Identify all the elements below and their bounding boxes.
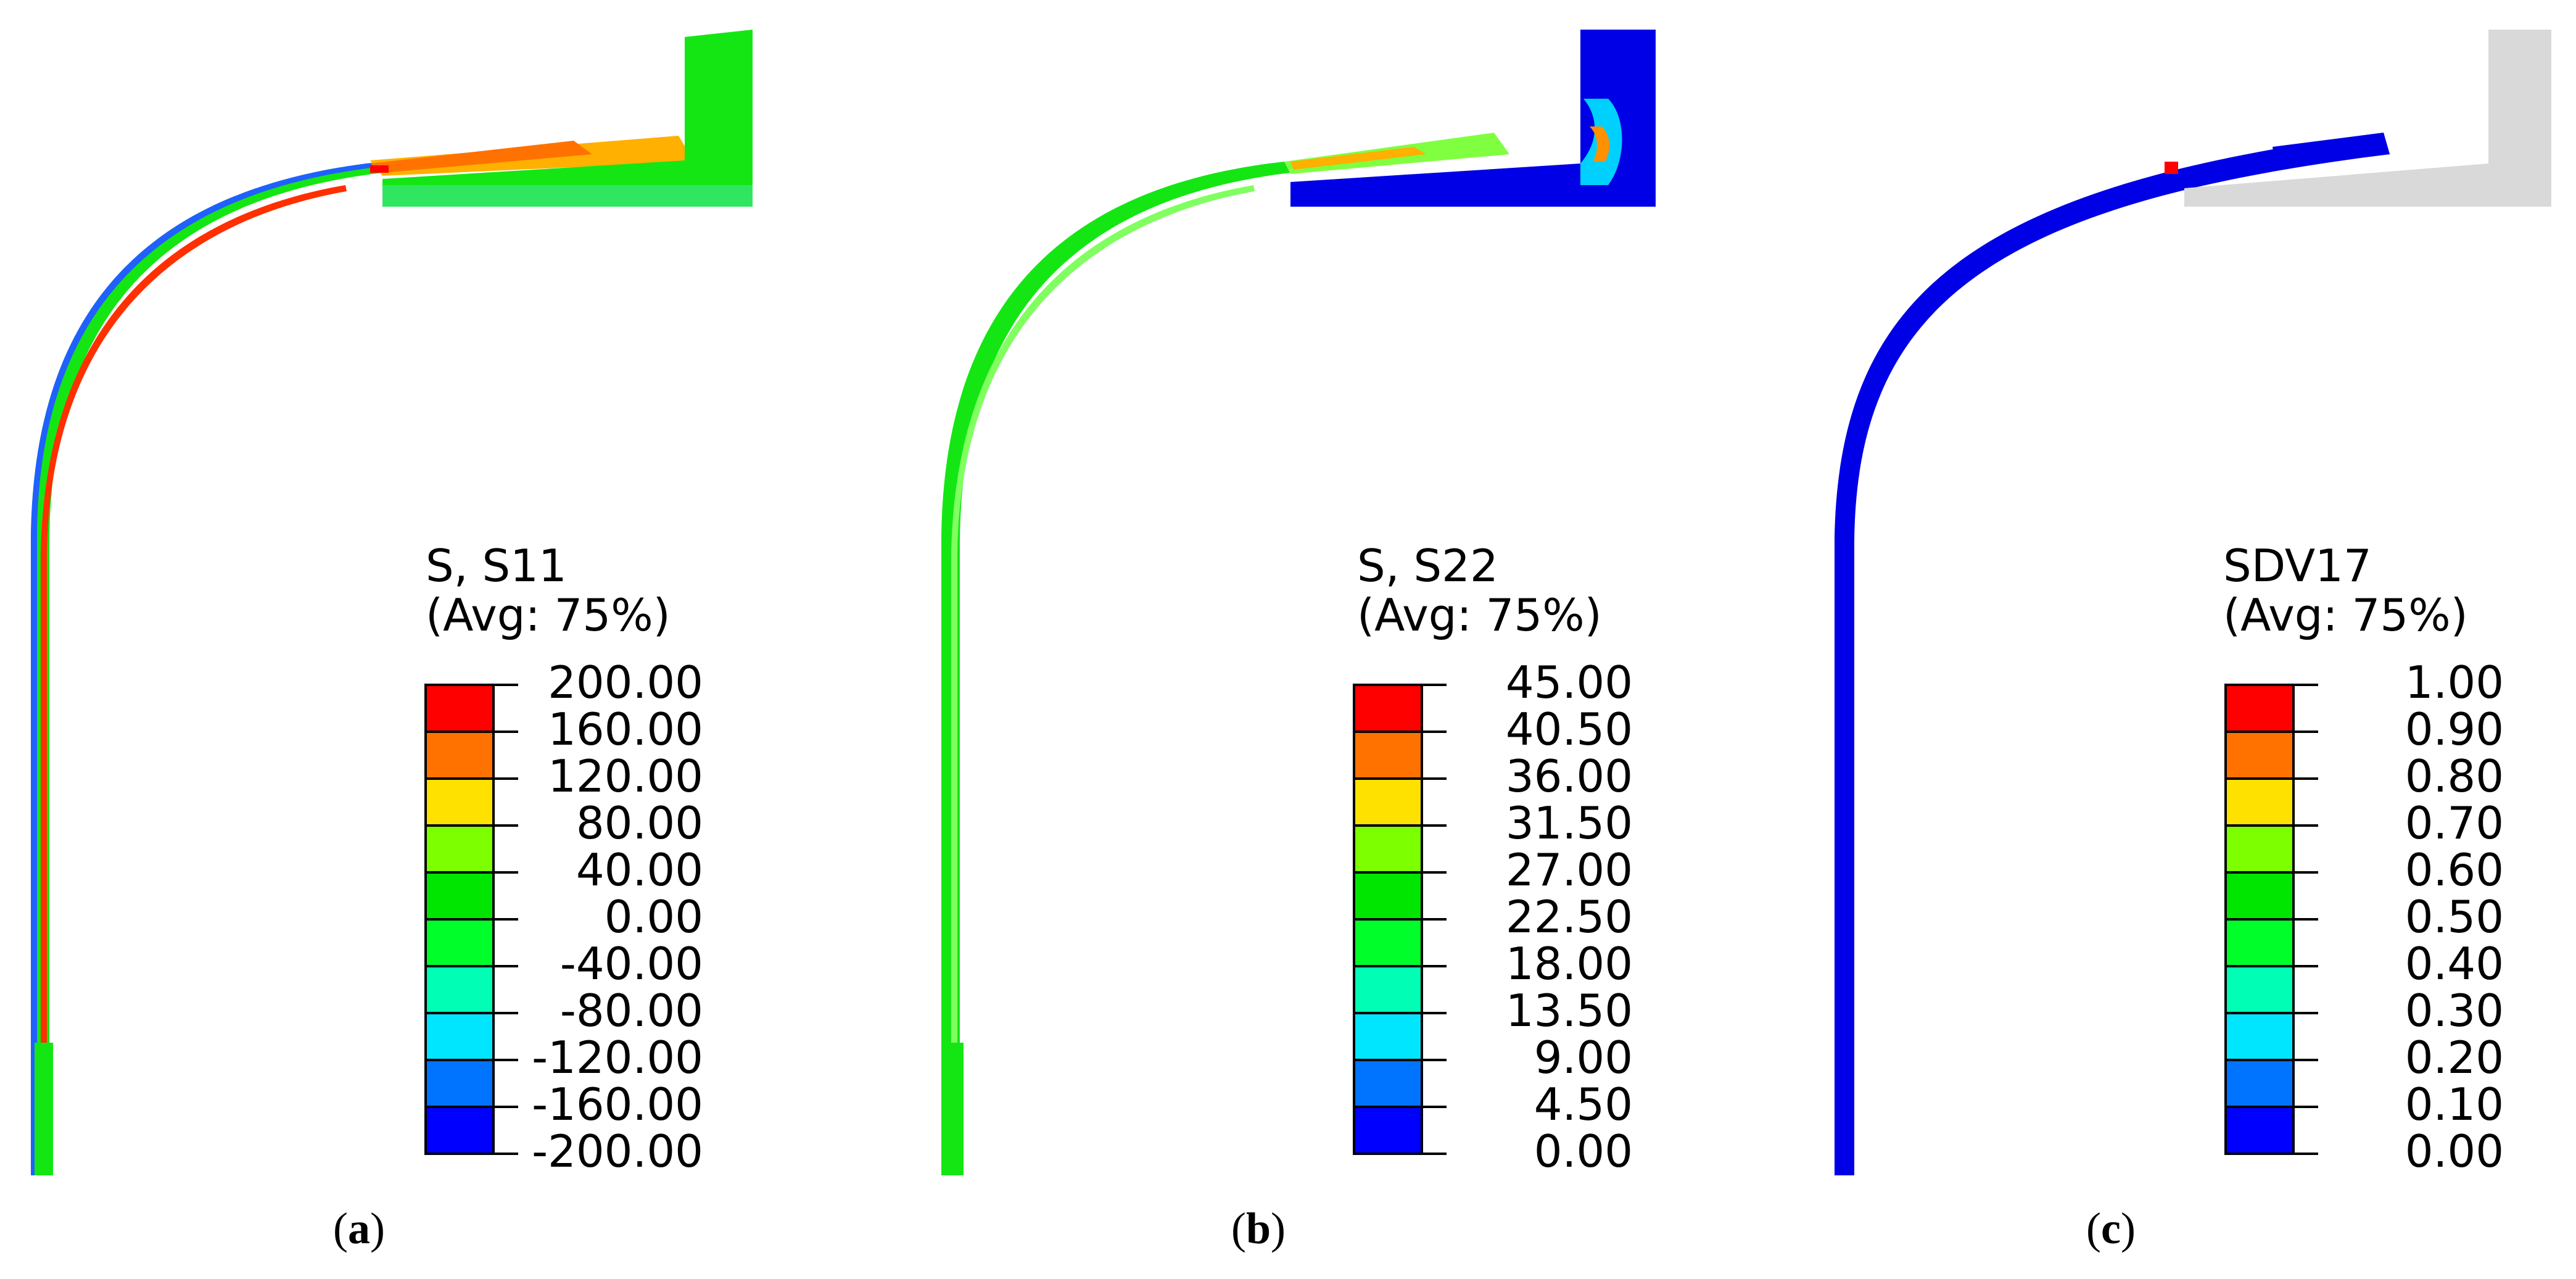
legend-swatch (424, 1012, 495, 1061)
legend-tick-label: 0.50 (2405, 891, 2504, 943)
legend-tick-label: 22.50 (1505, 891, 1633, 943)
base-stub (35, 1043, 53, 1175)
legend-tick-label: 0.70 (2405, 797, 2504, 849)
legend-swatch (1353, 1106, 1423, 1155)
legend-tick-label: 9.00 (1534, 1032, 1633, 1083)
legend-tick-label: 40.00 (576, 844, 703, 896)
legend-title-a: S, S11 (426, 540, 567, 592)
caption-a: (a) (333, 1204, 385, 1253)
legend-subtitle-c: (Avg: 75%) (2223, 589, 2468, 641)
contour-plot-b (941, 30, 1656, 1175)
legend-tick-label: 0.90 (2405, 703, 2504, 755)
legend-tick-label: -40.00 (559, 938, 703, 990)
legend-tick-label: 160.00 (548, 703, 703, 755)
contour-plot-a (31, 30, 753, 1175)
legend-tick-label: -200.00 (532, 1125, 703, 1177)
legend-swatch (1353, 824, 1423, 874)
legend-subtitle-b: (Avg: 75%) (1357, 589, 1602, 641)
die-block (2184, 30, 2551, 207)
die-lower (382, 185, 753, 207)
legend-tick-label: 18.00 (1505, 938, 1633, 990)
legend-swatch (2224, 731, 2295, 780)
legend-swatch (1353, 965, 1423, 1014)
legend-swatch (2224, 871, 2295, 921)
legend-tick-label: 40.50 (1505, 703, 1633, 755)
panel-c: SDV17 (Avg: 75%) 1.00 0.90 0.80 0.70 0.60 0.5… (1717, 0, 2576, 1279)
legend-colorbar-b (1353, 684, 1447, 1155)
legend-swatch (2224, 1106, 2295, 1155)
flange-top (370, 141, 592, 173)
legend-tick-label: 200.00 (548, 656, 703, 708)
die-block (1290, 30, 1656, 207)
legend-tick-label: 120.00 (548, 750, 703, 802)
die-hot (1590, 126, 1609, 162)
legend-swatch (2224, 1012, 2295, 1061)
legend-tick-label: 27.00 (1505, 844, 1633, 896)
legend-swatch (424, 1106, 495, 1155)
legend-swatch (1353, 777, 1423, 827)
hot-spot (370, 165, 389, 173)
legend-tick-label: 36.00 (1505, 750, 1633, 802)
legend-swatch (424, 684, 495, 733)
legend-subtitle-a: (Avg: 75%) (426, 589, 671, 641)
legend-tick-label: 0.60 (2405, 844, 2504, 896)
panel-b: S, S22 (Avg: 75%) 45.00 40.50 36.00 31.50 27… (859, 0, 1717, 1279)
legend-tick-label: 0.80 (2405, 750, 2504, 802)
legend-swatch (2224, 1059, 2295, 1108)
die-block (382, 30, 753, 207)
base-stub (945, 1043, 964, 1175)
legend-swatch (1353, 1012, 1423, 1061)
legend-swatch (424, 824, 495, 874)
legend-tick-label: 13.50 (1505, 985, 1633, 1037)
flange-tip (2273, 133, 2390, 167)
legend-swatch (424, 965, 495, 1014)
caption-b: (b) (1231, 1204, 1286, 1253)
legend-tick-label: 45.00 (1505, 656, 1633, 708)
legend-tick-label: 80.00 (576, 797, 703, 849)
legend-tick-label: 0.00 (1534, 1125, 1633, 1177)
legend-title-b: S, S22 (1357, 540, 1498, 592)
legend-swatch (424, 731, 495, 780)
legend-tick-label: 0.40 (2405, 938, 2504, 990)
legend-swatch (2224, 684, 2295, 733)
legend-tick-label: 0.00 (604, 891, 703, 943)
legend-swatch (2224, 777, 2295, 827)
legend-swatch (2224, 918, 2295, 967)
legend-tick-label: 0.20 (2405, 1032, 2504, 1083)
legend-swatch (1353, 1059, 1423, 1108)
failure-spot (2165, 162, 2178, 174)
flange-hot (1290, 147, 1426, 170)
legend-tick-label: 0.10 (2405, 1078, 2504, 1130)
base-stub (1837, 1043, 1854, 1175)
legend-swatch (1353, 918, 1423, 967)
caption-c: (c) (2086, 1204, 2136, 1253)
legend-colorbar-c (2224, 684, 2318, 1155)
legend-tick-label: -120.00 (532, 1032, 703, 1083)
legend-swatch (1353, 684, 1423, 733)
legend-swatch (1353, 871, 1423, 921)
legend-colorbar-a (424, 684, 518, 1155)
legend-swatch (424, 918, 495, 967)
legend-swatch (1353, 731, 1423, 780)
legend-tick-label: -80.00 (559, 985, 703, 1037)
legend-swatch (424, 777, 495, 827)
legend-swatch (424, 871, 495, 921)
legend-swatch (2224, 965, 2295, 1014)
legend-tick-label: 31.50 (1505, 797, 1633, 849)
legend-swatch (2224, 824, 2295, 874)
legend-tick-label: 1.00 (2405, 656, 2504, 708)
legend-swatch (424, 1059, 495, 1108)
legend-tick-label: -160.00 (532, 1078, 703, 1130)
legend-tick-label: 4.50 (1534, 1078, 1633, 1130)
legend-tick-label: 0.00 (2405, 1125, 2504, 1177)
legend-tick-label: 0.30 (2405, 985, 2504, 1037)
panel-a: S, S11 (Avg: 75%) 200.00 160.00 120.00 80.0… (0, 0, 859, 1279)
legend-title-c: SDV17 (2223, 540, 2372, 592)
contour-plot-c (1835, 30, 2551, 1175)
